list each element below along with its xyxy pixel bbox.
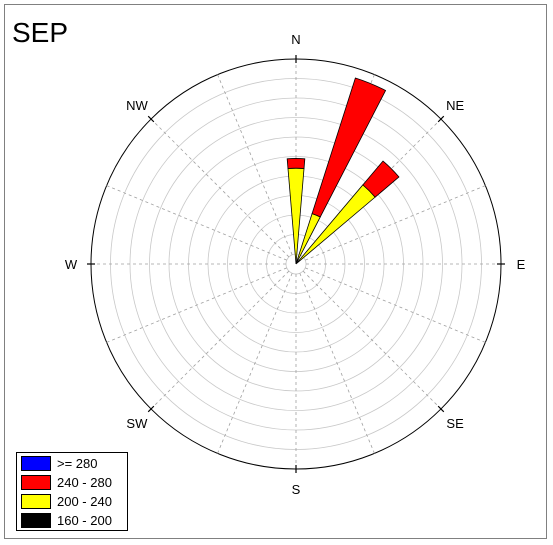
legend-label: >= 280 xyxy=(57,456,98,471)
petal-segment xyxy=(362,160,400,198)
direction-label: S xyxy=(292,482,301,497)
direction-tick xyxy=(147,405,155,413)
direction-label: W xyxy=(65,257,78,272)
legend: >= 280 240 - 280 200 - 240 160 - 200 xyxy=(16,452,128,531)
legend-swatch xyxy=(21,475,51,490)
grid-ring xyxy=(149,117,443,411)
legend-swatch xyxy=(21,456,51,471)
grid-spoke xyxy=(217,74,293,255)
chart-frame xyxy=(4,4,547,539)
direction-label: NW xyxy=(126,98,148,113)
grid-spoke xyxy=(302,270,442,410)
legend-label: 240 - 280 xyxy=(57,475,112,490)
legend-swatch xyxy=(21,513,51,528)
direction-label: SE xyxy=(446,416,464,431)
direction-label: E xyxy=(517,257,526,272)
grid-spoke xyxy=(217,273,293,454)
grid-spoke xyxy=(106,185,287,261)
direction-tick xyxy=(147,115,155,123)
direction-label: NE xyxy=(446,98,464,113)
legend-label: 160 - 200 xyxy=(57,513,112,528)
grid-spoke xyxy=(150,118,290,258)
legend-swatch xyxy=(21,494,51,509)
direction-tick xyxy=(437,115,445,123)
grid-spoke xyxy=(299,273,375,454)
legend-item: 200 - 240 xyxy=(21,493,112,510)
grid-spoke xyxy=(305,185,486,261)
legend-item: 160 - 200 xyxy=(21,512,112,529)
direction-label: SW xyxy=(126,416,148,431)
direction-tick xyxy=(437,405,445,413)
direction-label: N xyxy=(291,32,300,47)
petal-segment xyxy=(286,158,306,169)
grid-spoke xyxy=(150,270,290,410)
legend-item: 240 - 280 xyxy=(21,474,112,491)
grid-spoke xyxy=(106,267,287,343)
chart-title: SEP xyxy=(12,17,69,48)
petal-segment xyxy=(311,77,387,218)
grid-spoke xyxy=(305,267,486,343)
legend-item: >= 280 xyxy=(21,455,98,472)
legend-label: 200 - 240 xyxy=(57,494,112,509)
